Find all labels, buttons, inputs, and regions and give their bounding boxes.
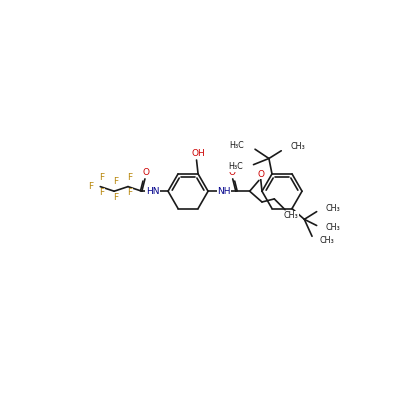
Text: HN: HN [146,187,159,196]
Text: NH: NH [218,187,231,196]
Text: F: F [113,178,118,186]
Text: F: F [99,173,104,182]
Text: O: O [258,170,265,179]
Text: O: O [142,168,149,177]
Text: CH₃: CH₃ [290,142,305,152]
Text: F: F [99,188,104,197]
Text: O: O [228,168,236,177]
Text: CH₃: CH₃ [320,236,334,245]
Text: F: F [88,182,94,191]
Text: OH: OH [191,148,205,158]
Text: F: F [113,193,118,202]
Text: CH₃: CH₃ [326,204,341,213]
Text: CH₃: CH₃ [326,223,341,232]
Text: H₃C: H₃C [230,141,244,150]
Text: H₃C: H₃C [228,162,243,172]
Text: F: F [127,188,132,197]
Text: F: F [127,173,132,182]
Text: CH₃: CH₃ [284,211,299,220]
